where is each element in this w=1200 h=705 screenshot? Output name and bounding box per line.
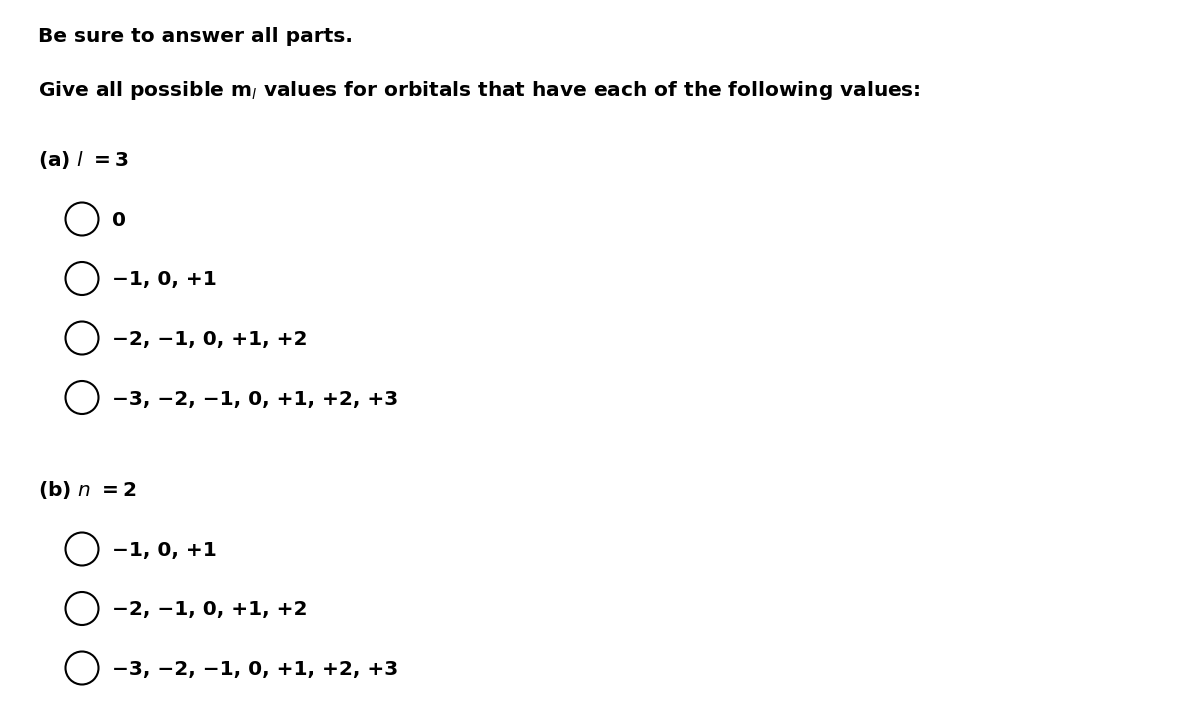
Text: −2, −1, 0, +1, +2: −2, −1, 0, +1, +2 xyxy=(112,330,307,349)
Text: Give all possible $\mathbf{m_{\it{l}}}$ values for orbitals that have each of th: Give all possible $\mathbf{m_{\it{l}}}$ … xyxy=(38,79,920,102)
Text: 0: 0 xyxy=(112,211,126,230)
Text: $\mathbf{(b)}$ $\mathbf{\it{n}}$ $\mathbf{= 2}$: $\mathbf{(b)}$ $\mathbf{\it{n}}$ $\mathb… xyxy=(38,479,137,501)
Text: −3, −2, −1, 0, +1, +2, +3: −3, −2, −1, 0, +1, +2, +3 xyxy=(112,389,398,408)
Text: −1, 0, +1: −1, 0, +1 xyxy=(112,541,217,560)
Text: −1, 0, +1: −1, 0, +1 xyxy=(112,271,217,290)
Text: Be sure to answer all parts.: Be sure to answer all parts. xyxy=(38,27,353,46)
Text: −2, −1, 0, +1, +2: −2, −1, 0, +1, +2 xyxy=(112,601,307,620)
Text: $\mathbf{(a)}$ $\mathbf{\it{l}}$ $\mathbf{= 3}$: $\mathbf{(a)}$ $\mathbf{\it{l}}$ $\mathb… xyxy=(38,149,128,171)
Text: −3, −2, −1, 0, +1, +2, +3: −3, −2, −1, 0, +1, +2, +3 xyxy=(112,660,398,679)
